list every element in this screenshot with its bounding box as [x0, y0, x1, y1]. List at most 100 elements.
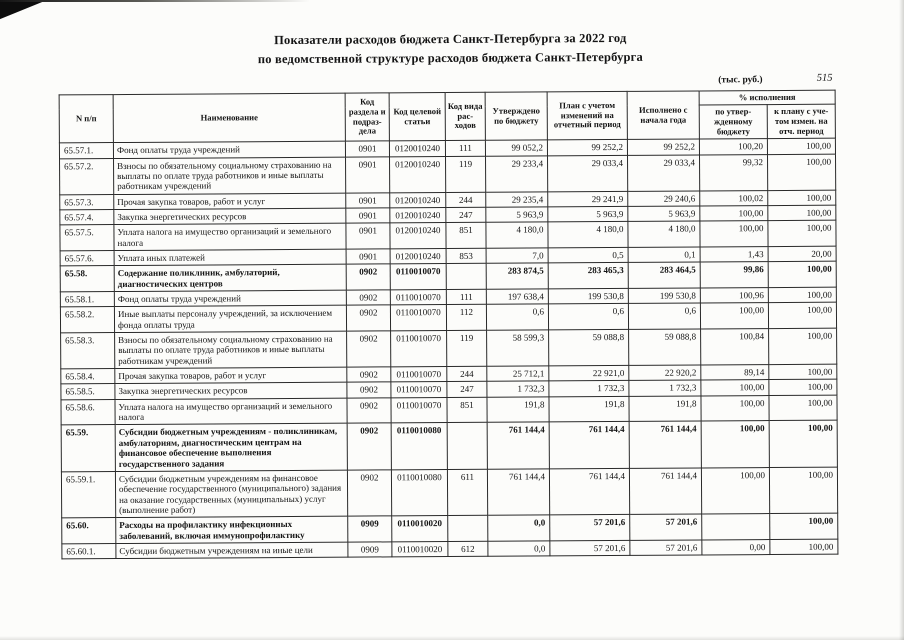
row-number: 65.57.6.	[60, 250, 115, 267]
row-plan: 29 241,9	[547, 191, 628, 207]
row-plan: 5 963,9	[547, 206, 628, 223]
row-number: 65.57.1.	[59, 142, 114, 159]
row-type-code: 111	[445, 140, 486, 157]
header-executed: Исполнено с начала года	[627, 90, 700, 140]
row-type-code: 853	[446, 248, 487, 264]
row-type-code: 119	[446, 330, 487, 367]
row-type-code: 244	[446, 366, 487, 382]
row-number: 65.60.1.	[61, 543, 116, 560]
scan-bottom-edge-artifact	[0, 636, 904, 640]
row-section-code: 0901	[345, 192, 390, 209]
page-title: Показатели расходов бюджета Санкт-Петерб…	[0, 27, 902, 71]
row-executed: 191,8	[628, 395, 702, 422]
row-approved: 25 712,1	[486, 366, 549, 382]
row-executed: 22 920,2	[628, 365, 701, 381]
row-number: 65.60.	[61, 517, 116, 544]
budget-table: N п/п Наименование Код раздела и подраз-…	[58, 89, 839, 560]
row-target-code: 0110010070	[390, 289, 447, 306]
header-name: Наименование	[113, 92, 346, 143]
row-plan: 761 144,4	[549, 421, 630, 469]
row-approved: 4 180,0	[485, 222, 549, 249]
row-type-code: 247	[445, 207, 486, 223]
row-number: 65.58.1.	[60, 291, 115, 308]
row-name: Взносы по обязательному социальному стра…	[113, 156, 346, 195]
scan-top-edge-artifact	[0, 0, 310, 2]
row-number: 65.57.2.	[59, 158, 114, 195]
row-pct-plan: 100,00	[769, 539, 838, 555]
row-plan: 22 921,0	[548, 365, 629, 382]
row-pct-plan: 100,00	[769, 466, 838, 514]
row-number: 65.58.3.	[60, 332, 115, 369]
row-plan: 1 732,3	[548, 380, 629, 397]
row-approved: 7,0	[486, 247, 549, 264]
page-number: 515	[816, 72, 833, 84]
row-type-code: 851	[446, 397, 488, 424]
row-section-code: 0902	[346, 382, 391, 398]
row-section-code: 0902	[346, 330, 391, 368]
row-pct-approved: 100,00	[700, 380, 769, 396]
row-target-code: 0110010080	[391, 469, 448, 517]
row-name: Закупка энергетических ресурсов	[114, 382, 347, 400]
row-pct-approved: 100,96	[700, 287, 769, 304]
row-executed: 283 464,5	[628, 262, 701, 289]
row-plan: 199 530,8	[548, 288, 629, 305]
row-plan: 99 252,2	[547, 139, 628, 156]
row-approved: 58 599,3	[486, 329, 549, 367]
row-pct-plan: 100,00	[769, 420, 838, 468]
row-section-code: 0902	[347, 423, 392, 470]
row-section-code: 0901	[346, 248, 391, 265]
row-number: 65.58.	[60, 265, 115, 292]
row-number: 65.58.2.	[60, 306, 115, 333]
row-type-code: 612	[447, 541, 488, 557]
row-approved: 0,6	[486, 304, 549, 331]
row-number: 65.58.4.	[60, 368, 115, 385]
header-pct-budget: по утвер- жденному бюджету	[699, 104, 768, 140]
table-row: 65.59.1. Субсидии бюджетным учреждениям н…	[61, 466, 838, 519]
row-pct-plan: 100,00	[767, 220, 837, 247]
row-executed: 57 201,6	[629, 514, 702, 541]
row-name: Прочая закупка товаров, работ и услуг	[114, 367, 347, 384]
row-pct-approved: 1,43	[700, 246, 769, 263]
row-approved: 191,8	[486, 396, 550, 423]
row-pct-plan: 100,00	[768, 328, 837, 365]
row-executed: 0,1	[628, 246, 701, 263]
row-approved: 761 144,4	[487, 422, 550, 470]
row-executed: 761 144,4	[629, 421, 702, 469]
row-name: Иные выплаты персоналу учреждений, за ис…	[114, 305, 347, 333]
row-section-code: 0901	[345, 156, 390, 193]
row-pct-approved: 89,14	[700, 364, 769, 381]
row-number: 65.57.3.	[59, 194, 114, 210]
row-pct-plan: 100,00	[768, 394, 838, 422]
row-plan: 761 144,4	[549, 468, 630, 516]
row-target-code: 0120010240	[390, 248, 447, 265]
row-plan: 4 180,0	[547, 221, 629, 248]
row-type-code	[446, 263, 487, 290]
row-approved: 29 233,4	[485, 155, 548, 192]
row-approved: 0,0	[487, 540, 550, 557]
row-section-code: 0902	[346, 366, 391, 383]
row-number: 65.58.6.	[60, 399, 116, 426]
row-pct-plan: 100,00	[769, 513, 838, 540]
row-executed: 199 530,8	[628, 288, 701, 304]
row-approved: 0,0	[487, 515, 550, 542]
row-target-code: 0110010020	[391, 541, 448, 558]
row-executed: 0,6	[628, 303, 701, 330]
row-pct-plan: 100,00	[768, 364, 837, 381]
table-row: 65.59. Субсидии бюджетным учреждениям - п…	[61, 420, 838, 472]
row-name: Фонд оплаты труда учреждений	[113, 141, 346, 159]
row-name: Расходы на профилактику инфекционных заб…	[115, 516, 348, 544]
row-pct-plan: 100,00	[767, 138, 836, 155]
row-pct-approved: 99,86	[700, 261, 769, 289]
row-pct-plan: 100,00	[768, 287, 837, 303]
row-pct-plan: 100,00	[767, 153, 836, 191]
row-section-code: 0901	[345, 207, 390, 224]
row-type-code	[447, 515, 488, 542]
header-pct-plan: к плану с уче- том измен. на отч. период	[767, 104, 836, 139]
row-section-code: 0901	[345, 223, 391, 250]
header-section-code: Код раздела и подраз- дела	[345, 92, 390, 142]
row-pct-approved: 0,00	[701, 539, 770, 556]
row-pct-plan: 100,00	[767, 189, 836, 206]
row-name: Уплата налога на имущество организаций и…	[114, 397, 348, 426]
row-name: Субсидии бюджетным учреждениям на финанс…	[115, 469, 348, 518]
row-executed: 29 240,6	[627, 190, 700, 207]
